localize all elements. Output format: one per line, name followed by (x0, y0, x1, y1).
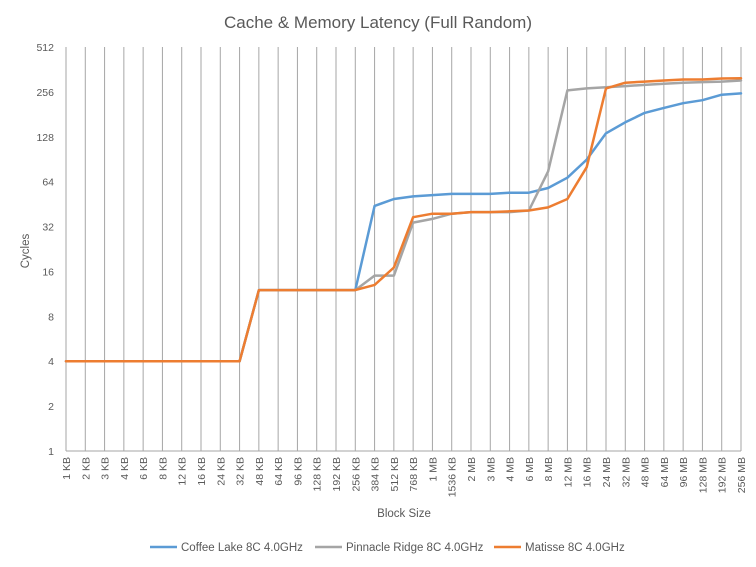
y-tick-label: 512 (36, 42, 54, 54)
x-tick-label: 16 KB (196, 457, 208, 486)
x-tick-label: 32 KB (235, 457, 247, 486)
legend-label: Matisse 8C 4.0GHz (525, 542, 625, 554)
x-tick-label: 1 MB (427, 457, 439, 482)
y-tick-label: 1 (48, 446, 54, 458)
series-line (64, 79, 743, 363)
x-tick-label: 4 MB (505, 457, 517, 482)
x-tick-label: 128 KB (312, 457, 324, 491)
legend-label: Coffee Lake 8C 4.0GHz (181, 542, 303, 554)
x-tick-label: 96 KB (292, 457, 304, 486)
x-axis-ticks: 1 KB 2 KB 3 KB 4 KB 6 KB 8 KB 12 KB 16 KB 24 KB 3… (61, 457, 748, 497)
x-tick-label: 128 MB (697, 457, 709, 493)
y-axis-ticks: 1 2 4 8 16 32 64 128 256 512 (36, 42, 54, 458)
y-axis-label: Cycles (20, 234, 32, 269)
x-tick-label: 2 MB (466, 457, 478, 482)
y-tick-label: 64 (42, 177, 54, 189)
x-tick-label: 24 KB (215, 457, 227, 486)
y-tick-label: 256 (36, 87, 54, 99)
y-tick-label: 16 (42, 266, 54, 278)
x-tick-label: 32 MB (620, 457, 632, 487)
x-tick-label: 2 KB (80, 457, 92, 480)
grid (65, 47, 742, 452)
x-tick-label: 48 MB (640, 457, 652, 487)
y-tick-label: 32 (42, 222, 54, 234)
series-line (64, 92, 743, 363)
legend: Coffee Lake 8C 4.0GHz Pinnacle Ridge 8C 4… (150, 542, 625, 554)
x-tick-label: 1 KB (61, 457, 73, 480)
x-tick-label: 6 MB (524, 457, 536, 482)
legend-label: Pinnacle Ridge 8C 4.0GHz (346, 542, 484, 554)
y-tick-label: 4 (48, 356, 54, 368)
x-tick-label: 16 MB (582, 457, 594, 487)
x-tick-label: 96 MB (678, 457, 690, 487)
x-tick-label: 192 MB (717, 457, 729, 493)
x-tick-label: 512 KB (389, 457, 401, 491)
y-tick-label: 2 (48, 401, 54, 413)
x-tick-label: 1536 KB (447, 457, 459, 497)
x-tick-label: 768 KB (408, 457, 420, 491)
x-tick-label: 12 KB (177, 457, 189, 486)
x-tick-label: 24 MB (601, 457, 613, 487)
x-tick-label: 6 KB (138, 457, 150, 480)
series-line (64, 77, 743, 363)
y-tick-label: 128 (36, 132, 54, 144)
x-tick-label: 12 MB (562, 457, 574, 487)
x-tick-label: 384 KB (370, 457, 382, 491)
x-tick-label: 8 KB (157, 457, 169, 480)
x-tick-label: 4 KB (119, 457, 131, 480)
x-tick-label: 3 MB (485, 457, 497, 482)
x-tick-label: 64 MB (659, 457, 671, 487)
series-lines (64, 77, 743, 363)
x-axis-label: Block Size (377, 508, 431, 520)
x-tick-label: 64 KB (273, 457, 285, 486)
chart-title: Cache & Memory Latency (Full Random) (224, 13, 532, 32)
x-tick-label: 8 MB (543, 457, 555, 482)
y-tick-label: 8 (48, 311, 54, 323)
x-tick-label: 192 KB (331, 457, 343, 491)
x-tick-label: 256 MB (736, 457, 748, 493)
x-tick-label: 3 KB (100, 457, 112, 480)
x-tick-label: 256 KB (350, 457, 362, 491)
x-tick-label: 48 KB (254, 457, 266, 486)
